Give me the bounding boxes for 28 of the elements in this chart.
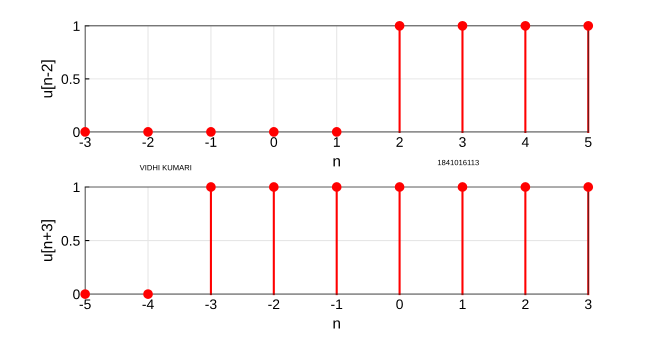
x-tick-label: 1 (460, 299, 466, 310)
x-tick-label: -4 (142, 299, 154, 310)
x-tick-label: -1 (331, 299, 342, 310)
y-tick-label: 1 (74, 182, 80, 192)
x-tick-label: -2 (142, 137, 154, 147)
x-tick-label: 2 (522, 299, 529, 310)
x-tick-label: 0 (270, 137, 278, 147)
x-tick-label: 0 (396, 299, 403, 310)
y-tick-label: 0.5 (62, 74, 80, 84)
y-axis-title: u[n+3] (41, 220, 56, 262)
y-tick-label: 0 (73, 289, 80, 300)
y-axis-title: u[n-2] (41, 60, 56, 98)
x-tick-label: 3 (459, 137, 466, 147)
x-tick-label: 5 (584, 137, 592, 147)
x-tick-label: -1 (205, 137, 216, 147)
x-axis-title: n (333, 320, 340, 329)
x-tick-label: 1 (334, 137, 340, 147)
x-axis-title: n (333, 158, 340, 166)
x-tick-label: -3 (80, 137, 91, 147)
x-tick-label: 3 (584, 299, 592, 310)
x-tick-label: -5 (80, 299, 91, 310)
y-tick-label: 0 (73, 127, 80, 138)
y-tick-label: 1 (74, 21, 80, 31)
x-tick-label: -2 (268, 299, 280, 310)
x-tick-label: -3 (205, 299, 216, 310)
y-tick-label: 0.5 (62, 236, 80, 246)
x-tick-label: 2 (396, 137, 403, 147)
x-tick-label: 4 (522, 137, 529, 147)
